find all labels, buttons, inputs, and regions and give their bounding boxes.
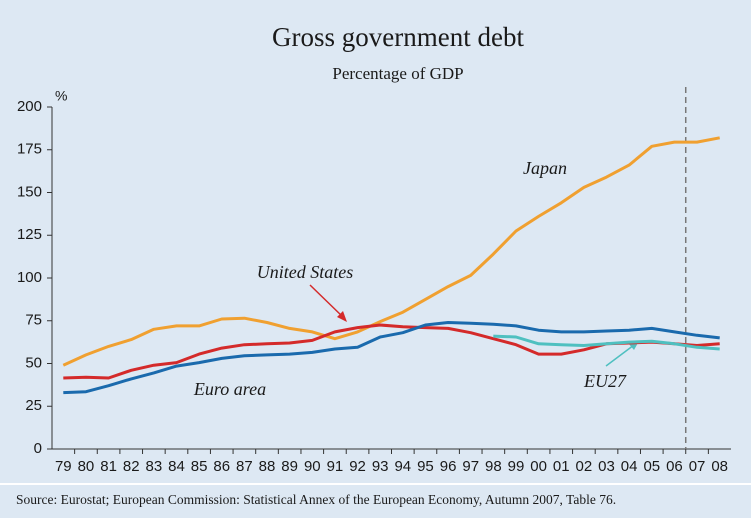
x-tick-label: 99: [508, 458, 525, 475]
series-line: [62, 136, 720, 367]
annotation-arrow: [309, 284, 345, 319]
x-tick-label: 00: [530, 458, 547, 475]
y-axis-label: %: [55, 88, 67, 104]
x-tick-label: 80: [78, 458, 95, 475]
x-tick-label: 86: [213, 458, 230, 475]
y-tick-label: 125: [17, 226, 42, 243]
x-tick-label: 94: [394, 458, 411, 475]
series-line: [493, 334, 720, 351]
x-tick-label: 93: [372, 458, 389, 475]
chart-title: Gross government debt: [272, 22, 524, 52]
x-tick-label: 01: [553, 458, 570, 475]
x-tick-label: 82: [123, 458, 140, 475]
x-tick-label: 96: [440, 458, 457, 475]
y-tick-label: 0: [34, 440, 42, 457]
y-tick-label: 200: [17, 98, 42, 115]
x-tick-label: 06: [666, 458, 683, 475]
x-tick-label: 81: [100, 458, 117, 475]
y-tick-label: 150: [17, 183, 42, 200]
x-tick-label: 08: [711, 458, 728, 475]
x-tick-label: 95: [417, 458, 434, 475]
x-tick-label: 91: [327, 458, 344, 475]
x-tick-label: 97: [462, 458, 479, 475]
x-tick-label: 83: [146, 458, 163, 475]
x-tick-label: 85: [191, 458, 208, 475]
series-label: EU27: [583, 371, 627, 391]
x-tick-label: 87: [236, 458, 253, 475]
y-tick-label: 100: [17, 269, 42, 286]
x-tick-label: 89: [281, 458, 298, 475]
x-tick-label: 05: [643, 458, 660, 475]
series-label: Japan: [523, 158, 567, 178]
y-tick-label: 50: [25, 354, 42, 371]
x-tick-label: 04: [621, 458, 638, 475]
x-tick-label: 98: [485, 458, 502, 475]
x-tick-label: 88: [259, 458, 276, 475]
source: Source: Eurostat; European Commission: S…: [16, 492, 616, 507]
x-tick-label: 84: [168, 458, 185, 475]
series-label: Euro area: [193, 379, 266, 399]
x-tick-label: 03: [598, 458, 615, 475]
chart-subtitle: Percentage of GDP: [332, 64, 463, 83]
y-tick-label: 175: [17, 141, 42, 158]
x-tick-label: 79: [55, 458, 72, 475]
y-tick-label: 25: [25, 397, 42, 414]
arrow-head: [337, 311, 347, 322]
series-line: [63, 321, 720, 395]
series-label: United States: [257, 262, 354, 282]
x-tick-label: 02: [576, 458, 593, 475]
y-tick-label: 75: [25, 312, 42, 329]
x-tick-label: 92: [349, 458, 366, 475]
x-tick-label: 07: [689, 458, 706, 475]
x-tick-label: 90: [304, 458, 321, 475]
annotation-arrow: [605, 344, 635, 367]
